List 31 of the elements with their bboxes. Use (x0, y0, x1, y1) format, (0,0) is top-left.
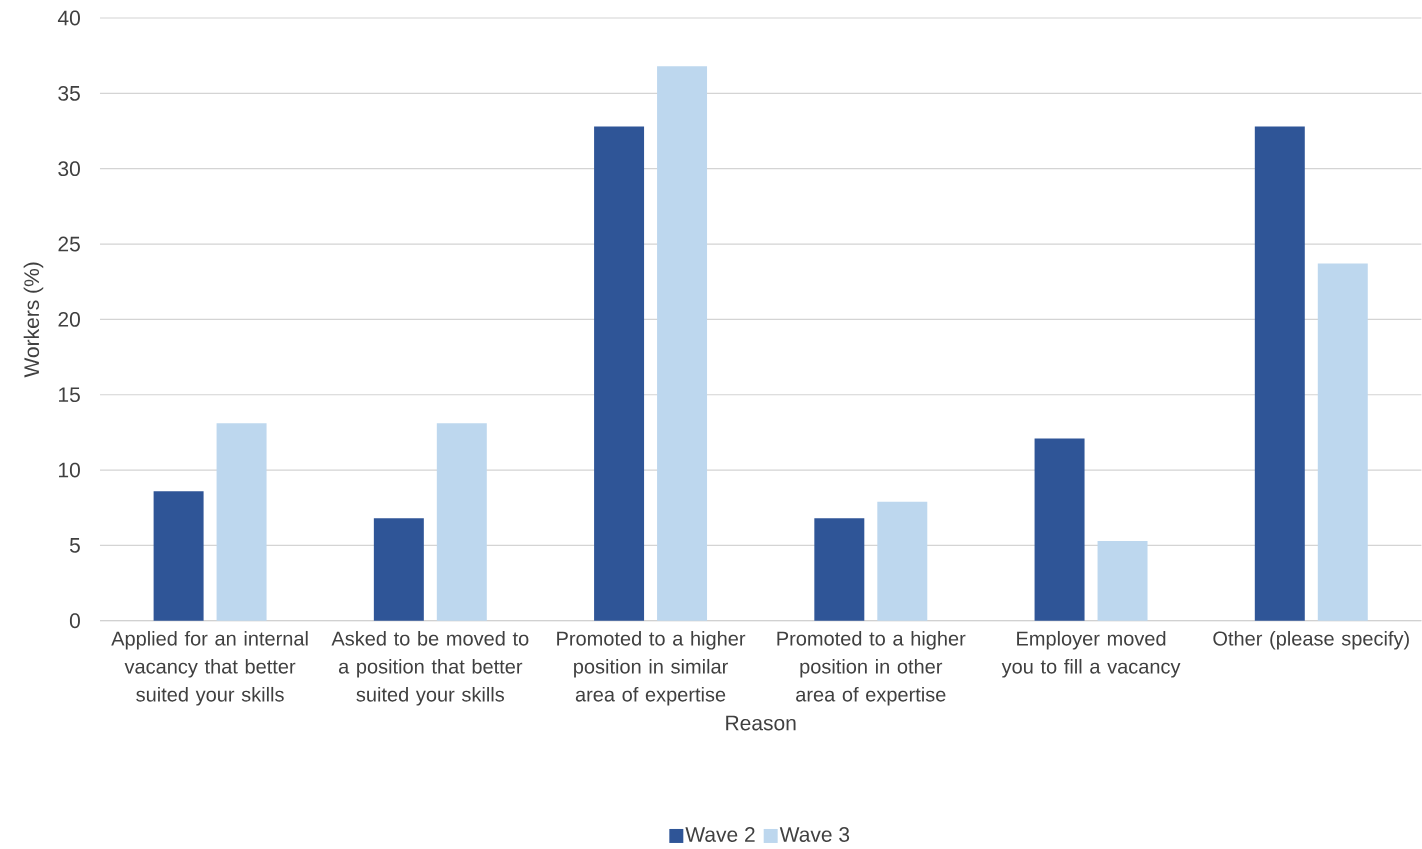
y-tick-label: 40 (57, 10, 80, 26)
y-tick-label: 30 (58, 161, 80, 177)
x-tick-label: Employer moved you to fill a vacancy (1001, 631, 1181, 678)
bar (153, 491, 204, 621)
x-tick-label: Promoted to a higher position in similar area of expertise (557, 631, 746, 706)
bar (1097, 540, 1148, 621)
bar (814, 518, 865, 621)
y-tick-label: 15 (59, 387, 80, 403)
y-axis-title: Workers (%) (23, 262, 44, 378)
y-tick-label: 0 (69, 613, 80, 629)
legend-label: Wave 2 (685, 827, 755, 842)
bar (1034, 438, 1085, 621)
x-axis-title: Reason (726, 715, 796, 731)
x-tick-label: Promoted to a higher position in other area of expertise (777, 631, 966, 706)
bar (1317, 263, 1368, 621)
y-tick-label: 10 (59, 462, 80, 478)
bar (216, 423, 267, 621)
bar (877, 501, 928, 621)
legend-label: Wave 3 (779, 827, 850, 842)
bar (436, 423, 487, 621)
bar (594, 126, 645, 621)
bar (373, 518, 424, 621)
bar (657, 66, 708, 621)
y-tick-label: 20 (58, 312, 80, 327)
y-tick-label: 25 (58, 236, 80, 252)
x-tick-label: Other (please specify) (1213, 631, 1409, 650)
y-tick-label: 5 (69, 538, 80, 553)
x-tick-label: Applied for an internal vacancy that better suited your skills (111, 631, 308, 706)
x-tick-label: Asked to be moved to a position that better suited your skills (331, 631, 529, 706)
y-tick-label: 35 (58, 85, 80, 101)
bar (1254, 126, 1305, 621)
